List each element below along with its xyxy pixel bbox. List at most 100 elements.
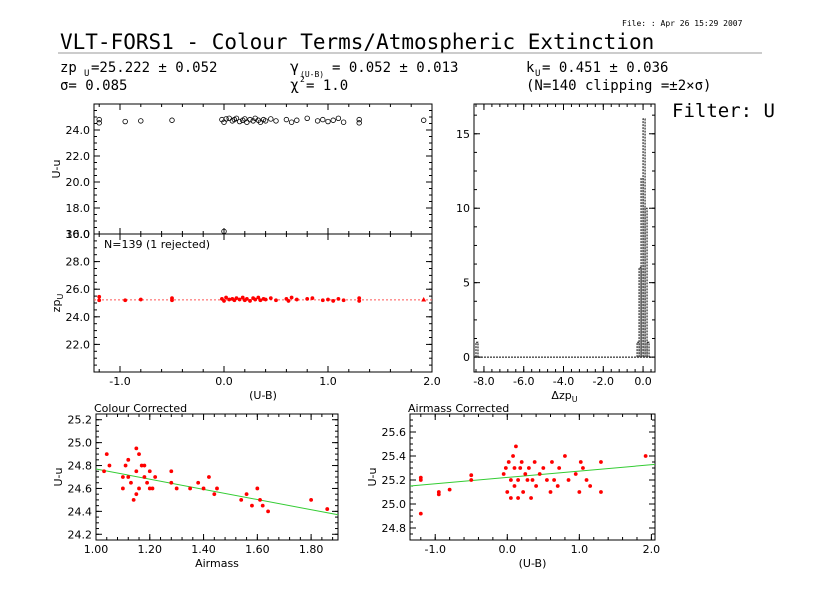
y-axis-label: U-u: [52, 468, 65, 487]
zp-vs-ub-panel: -1.0 0.0 1.0 2.0 22.0 24.0 26.0 28.0 30.0 (U-B) zp…: [50, 228, 441, 402]
y-axis-label: zpU: [50, 294, 65, 313]
data-point: [286, 299, 291, 303]
data-point: [503, 466, 508, 470]
data-point: [137, 452, 141, 456]
data-point: [447, 487, 452, 492]
data-point: [126, 457, 131, 462]
data-point: [320, 298, 325, 303]
y-axis-label: U-u: [50, 160, 63, 179]
data-point: [550, 460, 554, 464]
data-point: [247, 116, 253, 123]
data-point: [541, 466, 546, 470]
data-point: [508, 496, 513, 500]
data-point: [134, 492, 139, 497]
gamma-sub: (U-B): [300, 70, 324, 79]
y-tick-label: 10: [456, 202, 470, 215]
data-point: [314, 118, 321, 124]
data-point: [418, 475, 423, 480]
data-point: [145, 480, 149, 485]
data-point: [557, 466, 562, 470]
data-point: [320, 116, 326, 123]
data-point: [340, 119, 347, 125]
data-point: [534, 484, 539, 488]
colour-corrected-title: Colour Corrected: [94, 402, 187, 415]
data-point: [263, 297, 268, 302]
data-point: [505, 490, 510, 494]
data-point: [599, 490, 603, 494]
data-point: [227, 297, 232, 302]
x-axis-label: Airmass: [195, 557, 239, 570]
data-point: [294, 117, 300, 123]
sigma-stat: σ= 0.085: [60, 78, 127, 94]
data-point: [356, 116, 362, 123]
data-point: [274, 298, 278, 303]
data-point: [523, 472, 528, 476]
data-point: [283, 116, 290, 123]
data-point: [578, 460, 583, 464]
data-point: [138, 297, 143, 302]
y-tick-label: 18.0: [66, 202, 91, 215]
y-tick-label: 30.0: [66, 228, 91, 241]
x-tick-label: 0.0: [499, 543, 517, 556]
data-point: [325, 118, 331, 125]
data-point: [212, 492, 217, 497]
x-tick-label: -1.0: [109, 375, 130, 388]
data-point: [506, 460, 511, 464]
gamma-label: γ: [290, 58, 299, 76]
data-point: [129, 480, 133, 485]
data-point: [138, 118, 144, 124]
fit-line: [95, 468, 339, 516]
data-point: [508, 478, 513, 482]
y-tick-label: 24.6: [68, 482, 93, 495]
y-tick-label: 24.8: [68, 460, 93, 473]
zp-stat: zp U =25.222 ± 0.052: [60, 60, 217, 79]
data-point: [418, 511, 423, 516]
x-axis-label-text: Δzp: [551, 389, 571, 402]
y-axis-label: U-u: [366, 468, 379, 487]
data-point: [537, 472, 542, 476]
y-tick-label: 28.0: [66, 256, 91, 269]
data-point: [512, 484, 517, 488]
data-point: [253, 297, 258, 302]
data-point: [147, 486, 152, 491]
data-point: [581, 466, 585, 470]
data-point: [566, 478, 571, 482]
data-point: [331, 299, 336, 303]
data-point: [356, 120, 362, 126]
y-tick-label: 22.0: [66, 338, 91, 351]
chi-stat: χ 2 = 1.0: [290, 75, 348, 94]
x-tick-label: -4.0: [553, 375, 574, 388]
data-point: [516, 496, 520, 500]
data-point: [519, 460, 524, 464]
data-point: [188, 486, 193, 491]
data-point: [222, 299, 226, 303]
data-point: [169, 117, 175, 123]
data-point: [309, 498, 314, 502]
data-point: [288, 119, 295, 125]
data-point: [469, 478, 474, 482]
zp-vs-ub-frame: [93, 233, 433, 373]
rejected-point: [421, 297, 427, 302]
data-point: [233, 115, 240, 121]
zp-value: =25.222 ± 0.052: [91, 60, 217, 76]
gamma-stat: γ (U-B) = 0.052 ± 0.013: [290, 58, 458, 79]
data-point: [244, 492, 249, 497]
data-point: [643, 454, 648, 458]
data-point: [512, 466, 517, 470]
y-axis-label-text: U-u: [52, 468, 65, 487]
data-point: [584, 478, 589, 482]
airmass-corrected-frame: [409, 413, 656, 541]
data-point: [134, 446, 139, 451]
x-tick-label: 2.0: [423, 375, 441, 388]
data-point: [120, 475, 125, 479]
data-point: [330, 117, 336, 123]
data-point: [226, 115, 232, 121]
data-point: [244, 296, 249, 301]
data-point: [516, 478, 520, 482]
data-point: [102, 469, 106, 474]
x-tick-label: 1.0: [571, 543, 589, 556]
data-point: [268, 116, 274, 122]
data-point: [436, 492, 441, 497]
data-point: [336, 296, 341, 301]
